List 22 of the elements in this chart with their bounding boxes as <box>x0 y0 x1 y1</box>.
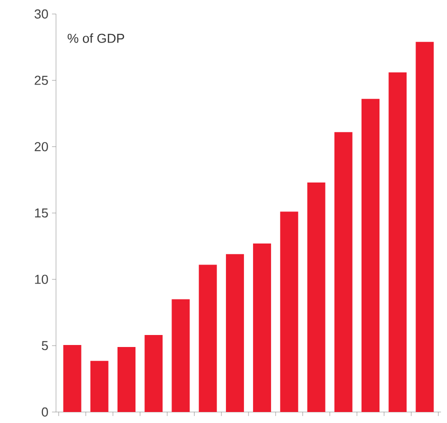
y-axis-title: % of GDP <box>68 33 124 43</box>
bar <box>416 42 434 412</box>
bar <box>334 132 352 412</box>
y-tick-label: 10 <box>35 274 48 284</box>
bar <box>63 345 82 412</box>
bar <box>362 98 380 412</box>
y-tick-label: 0 <box>42 407 48 417</box>
y-tick-label: 5 <box>42 341 48 350</box>
bar <box>117 346 136 412</box>
bar <box>388 72 407 412</box>
bar <box>198 264 217 412</box>
bar <box>253 244 272 412</box>
y-tick-label: 20 <box>34 142 48 152</box>
y-tick-label: 25 <box>34 76 48 85</box>
bar <box>144 335 163 412</box>
bar <box>280 212 298 412</box>
bar <box>172 299 190 412</box>
y-tick-label: 30 <box>34 9 48 19</box>
bar <box>90 360 108 412</box>
y-tick-label: 15 <box>35 208 48 218</box>
bar <box>226 254 244 412</box>
bar <box>307 182 326 412</box>
